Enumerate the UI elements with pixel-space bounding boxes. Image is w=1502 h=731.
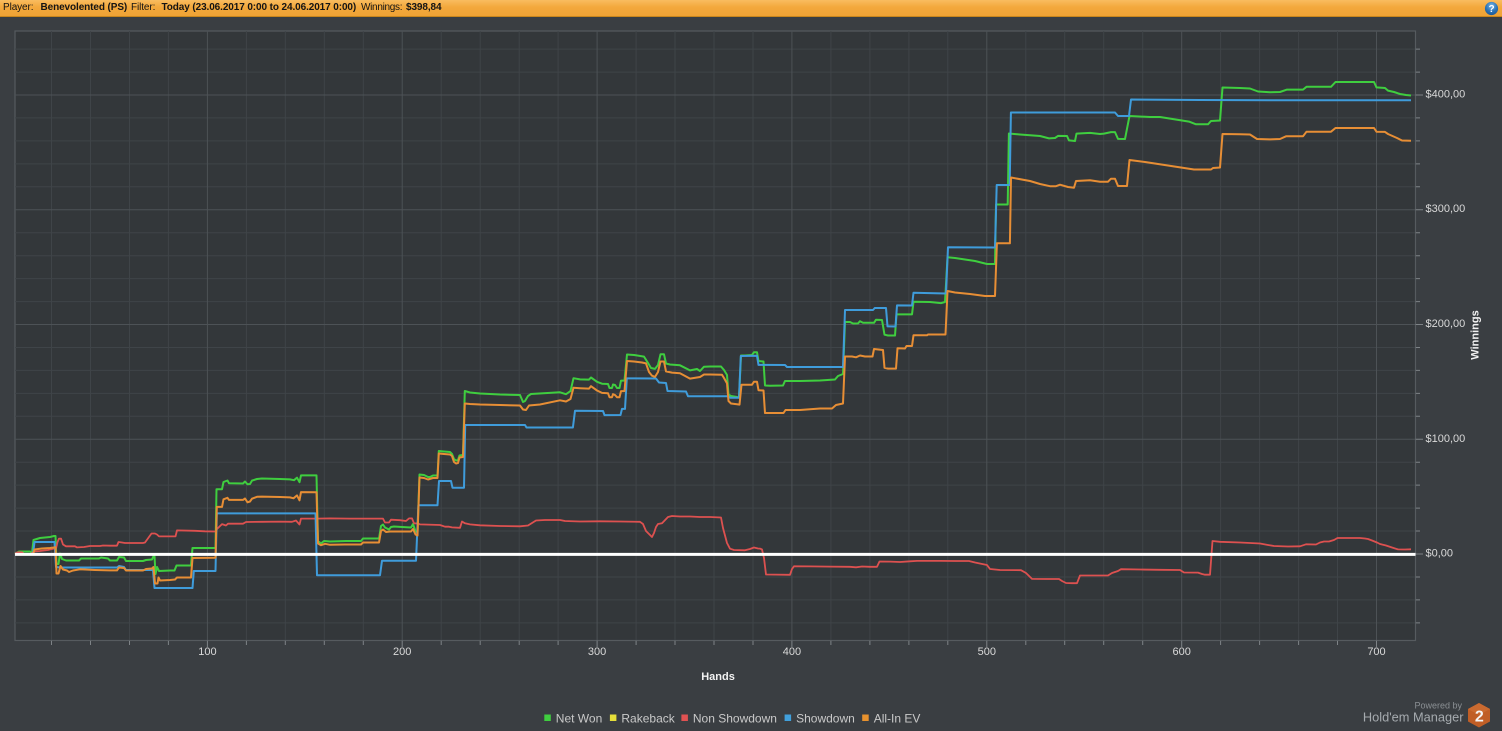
svg-text:100: 100	[198, 646, 216, 658]
svg-text:$100,00: $100,00	[1426, 433, 1466, 445]
svg-text:Non Showdown: Non Showdown	[693, 712, 777, 726]
svg-text:600: 600	[1173, 646, 1191, 658]
svg-text:$200,00: $200,00	[1426, 318, 1466, 330]
svg-text:Hold'em Manager: Hold'em Manager	[1363, 710, 1464, 725]
svg-text:Rakeback: Rakeback	[621, 712, 675, 726]
svg-text:Hands: Hands	[701, 671, 735, 683]
svg-text:Powered by: Powered by	[1414, 701, 1462, 711]
svg-text:700: 700	[1367, 646, 1385, 658]
svg-text:$400,00: $400,00	[1426, 89, 1466, 101]
svg-text:2: 2	[1475, 709, 1484, 726]
svg-text:$300,00: $300,00	[1426, 203, 1466, 215]
svg-text:Winnings: Winnings	[1470, 310, 1482, 359]
svg-text:400: 400	[783, 646, 801, 658]
svg-text:200: 200	[393, 646, 411, 658]
svg-text:Showdown: Showdown	[796, 712, 855, 726]
svg-text:500: 500	[978, 646, 996, 658]
svg-text:?: ?	[1488, 4, 1494, 15]
svg-text:All-In EV: All-In EV	[874, 712, 921, 726]
svg-text:300: 300	[588, 646, 606, 658]
svg-text:Net Won: Net Won	[556, 712, 602, 726]
svg-text:$0,00: $0,00	[1426, 548, 1454, 560]
